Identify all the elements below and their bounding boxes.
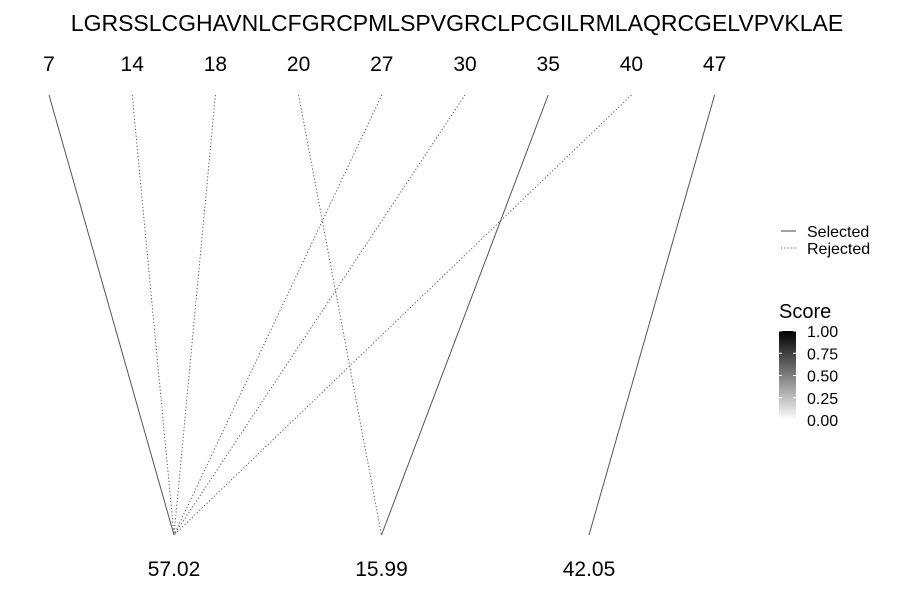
colorbar-tick-label-0-50: 0.50 bbox=[807, 369, 838, 386]
colorbar-tick-label-1-00: 1.00 bbox=[807, 324, 838, 341]
sequence-text: LGRSSLCGHAVNLCFGRCPMLSPVGRCLPCGILRMLAQRC… bbox=[71, 10, 843, 36]
position-label-7: 7 bbox=[43, 53, 55, 76]
score-label-57-02: 57.02 bbox=[148, 558, 201, 581]
position-label-30: 30 bbox=[453, 53, 476, 76]
colorbar-tick-label-0-75: 0.75 bbox=[807, 346, 838, 363]
position-label-35: 35 bbox=[537, 53, 560, 76]
score-labels: 57.02 15.99 42.05 bbox=[148, 558, 616, 581]
link-47-to-42-05 bbox=[588, 94, 716, 536]
linetype-legend: Selected Rejected bbox=[781, 224, 870, 258]
score-colorbar bbox=[779, 331, 796, 420]
score-label-15-99: 15.99 bbox=[355, 558, 408, 581]
link-20-to-15-99 bbox=[298, 94, 382, 536]
score-colorbar-legend: Score 1.00 0.75 0.50 0.25 0.00 bbox=[779, 301, 838, 430]
link-18-to-57-02 bbox=[173, 94, 216, 536]
link-40-to-57-02 bbox=[173, 94, 632, 536]
link-35-to-15-99 bbox=[381, 94, 549, 536]
position-label-40: 40 bbox=[620, 53, 643, 76]
link-27-to-57-02 bbox=[173, 94, 383, 536]
links-layer bbox=[48, 94, 716, 536]
score-legend-title: Score bbox=[779, 301, 831, 323]
score-label-42-05: 42.05 bbox=[563, 558, 616, 581]
legend-rejected-label: Rejected bbox=[807, 241, 870, 258]
link-7-to-57-02 bbox=[48, 94, 175, 536]
position-label-18: 18 bbox=[204, 53, 227, 76]
colorbar-ticks: 1.00 0.75 0.50 0.25 0.00 bbox=[779, 324, 838, 430]
link-14-to-57-02 bbox=[131, 94, 175, 536]
position-label-47: 47 bbox=[703, 53, 726, 76]
position-labels: 7 14 18 20 27 30 35 40 47 bbox=[43, 53, 726, 76]
position-label-27: 27 bbox=[370, 53, 393, 76]
position-label-20: 20 bbox=[287, 53, 310, 76]
legend-selected-label: Selected bbox=[807, 224, 869, 241]
link-30-to-57-02 bbox=[173, 94, 466, 536]
colorbar-tick-label-0-00: 0.00 bbox=[807, 413, 838, 430]
position-label-14: 14 bbox=[121, 53, 145, 76]
colorbar-tick-label-0-25: 0.25 bbox=[807, 391, 838, 408]
